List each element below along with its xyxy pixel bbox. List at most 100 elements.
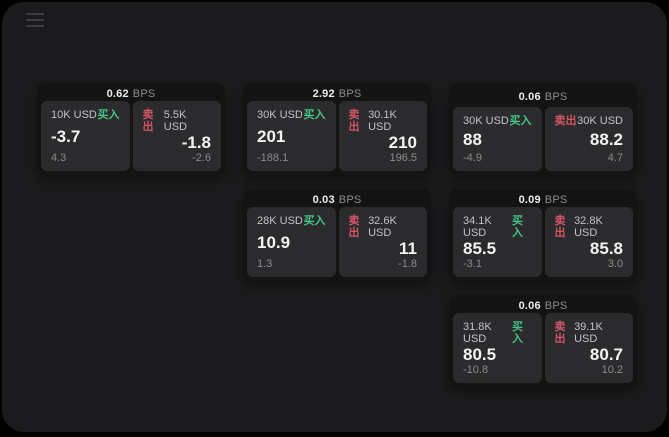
card-header: 2.92 BPS <box>247 87 427 101</box>
sell-quote-panel[interactable]: 卖出 32.6K USD 11 -1.8 <box>338 207 427 277</box>
bps-unit-label: BPS <box>544 194 568 206</box>
buy-change: 1.3 <box>257 258 273 270</box>
sell-label: 卖出 <box>348 215 360 239</box>
sell-price: 85.8 <box>589 239 623 258</box>
sell-quote-panel[interactable]: 卖出 39.1K USD 80.7 10.2 <box>544 313 633 383</box>
buy-change: 4.3 <box>51 152 67 164</box>
sell-panel-header: 卖出 30.1K USD <box>349 109 418 133</box>
sell-change: 4.7 <box>607 152 623 164</box>
buy-price: 201 <box>257 127 286 146</box>
sell-price: -1.8 <box>181 133 211 152</box>
sell-change: 10.2 <box>601 364 623 376</box>
sell-label: 卖出 <box>142 109 154 133</box>
buy-label: 买入 <box>97 109 120 121</box>
buy-quote-panel[interactable]: 28K USD 买入 10.9 1.3 <box>247 207 336 277</box>
sell-notional: 30K USD <box>577 115 623 127</box>
buy-notional: 31.8K USD <box>463 321 492 345</box>
sell-price: 210 <box>388 133 417 152</box>
buy-price: 88 <box>463 130 482 149</box>
quote-panels: 34.1K USD 买入 85.5 -3.1 卖出 32.8K USD 85.8… <box>453 207 633 277</box>
buy-notional: 30K USD <box>463 115 509 127</box>
bps-value: 0.03 <box>312 194 335 206</box>
sell-panel-header: 卖出 5.5K USD <box>143 109 212 133</box>
card-header: 0.06 BPS <box>453 299 633 313</box>
sell-notional: 32.6K USD <box>368 215 397 239</box>
bps-unit-label: BPS <box>132 88 156 100</box>
buy-panel-header: 10K USD 买入 <box>51 109 120 121</box>
sell-change: -1.8 <box>398 258 417 270</box>
bps-value: 0.62 <box>106 88 129 100</box>
buy-panel-header: 30K USD 买入 <box>463 115 532 127</box>
sell-price: 80.7 <box>589 345 623 364</box>
buy-label: 买入 <box>511 215 523 239</box>
buy-change: -10.8 <box>463 364 489 376</box>
buy-notional: 10K USD <box>51 109 97 121</box>
quote-card: 0.06 BPS 31.8K USD 买入 80.5 -10.8 卖出 39.1… <box>449 295 637 387</box>
buy-notional: 28K USD <box>257 215 303 227</box>
menu-line <box>26 25 44 27</box>
bps-value: 0.09 <box>518 194 541 206</box>
sell-change: -2.6 <box>192 152 211 164</box>
buy-label: 买入 <box>509 115 532 127</box>
bps-unit-label: BPS <box>338 88 362 100</box>
sell-label: 卖出 <box>554 115 577 127</box>
buy-price: -3.7 <box>51 127 81 146</box>
sell-change: 3.0 <box>607 258 623 270</box>
buy-notional: 34.1K USD <box>463 215 492 239</box>
buy-quote-panel[interactable]: 31.8K USD 买入 80.5 -10.8 <box>453 313 542 383</box>
sell-notional: 5.5K USD <box>163 109 187 133</box>
sell-quote-panel[interactable]: 卖出 30K USD 88.2 4.7 <box>544 107 633 171</box>
sell-panel-header: 卖出 32.8K USD <box>555 215 624 239</box>
quote-card: 0.03 BPS 28K USD 买入 10.9 1.3 卖出 32.6K US… <box>243 189 431 281</box>
buy-quote-panel[interactable]: 34.1K USD 买入 85.5 -3.1 <box>453 207 542 277</box>
quote-card: 0.06 BPS 30K USD 买入 88 -4.9 卖出 30K USD 8… <box>449 83 637 175</box>
menu-line <box>26 13 44 15</box>
sell-notional: 32.8K USD <box>574 215 603 239</box>
buy-price: 80.5 <box>463 345 497 364</box>
buy-change: -4.9 <box>463 152 482 164</box>
quote-card: 2.92 BPS 30K USD 买入 201 -188.1 卖出 30.1K … <box>243 83 431 175</box>
sell-label: 卖出 <box>348 109 360 133</box>
sell-label: 卖出 <box>554 321 566 345</box>
sell-quote-panel[interactable]: 卖出 5.5K USD -1.8 -2.6 <box>132 101 221 171</box>
bps-unit-label: BPS <box>544 91 568 103</box>
quote-card-grid: 0.62 BPS 10K USD 买入 -3.7 4.3 卖出 5.5K USD… <box>37 83 637 387</box>
buy-notional: 30K USD <box>257 109 303 121</box>
buy-quote-panel[interactable]: 30K USD 买入 88 -4.9 <box>453 107 542 171</box>
buy-quote-panel[interactable]: 30K USD 买入 201 -188.1 <box>247 101 336 171</box>
buy-panel-header: 28K USD 买入 <box>257 215 326 227</box>
buy-panel-header: 30K USD 买入 <box>257 109 326 121</box>
card-header: 0.06 BPS <box>453 87 633 107</box>
sell-quote-panel[interactable]: 卖出 30.1K USD 210 196.5 <box>338 101 427 171</box>
quote-panels: 30K USD 买入 201 -188.1 卖出 30.1K USD 210 1… <box>247 101 427 171</box>
buy-panel-header: 34.1K USD 买入 <box>463 215 532 239</box>
sell-panel-header: 卖出 39.1K USD <box>555 321 624 345</box>
sell-notional: 39.1K USD <box>574 321 603 345</box>
app-window: 0.62 BPS 10K USD 买入 -3.7 4.3 卖出 5.5K USD… <box>2 2 667 432</box>
bps-unit-label: BPS <box>338 194 362 206</box>
buy-label: 买入 <box>303 215 326 227</box>
sell-change: 196.5 <box>389 152 417 164</box>
sell-price: 11 <box>399 239 417 258</box>
card-header: 0.03 BPS <box>247 193 427 207</box>
quote-card: 0.62 BPS 10K USD 买入 -3.7 4.3 卖出 5.5K USD… <box>37 83 225 175</box>
buy-quote-panel[interactable]: 10K USD 买入 -3.7 4.3 <box>41 101 130 171</box>
sell-quote-panel[interactable]: 卖出 32.8K USD 85.8 3.0 <box>544 207 633 277</box>
sell-label: 卖出 <box>554 215 566 239</box>
quote-panels: 10K USD 买入 -3.7 4.3 卖出 5.5K USD -1.8 -2.… <box>41 101 221 171</box>
hamburger-menu-icon[interactable] <box>26 13 44 27</box>
buy-change: -188.1 <box>257 152 289 164</box>
quote-card: 0.09 BPS 34.1K USD 买入 85.5 -3.1 卖出 32.8K… <box>449 189 637 281</box>
sell-panel-header: 卖出 32.6K USD <box>349 215 418 239</box>
bps-unit-label: BPS <box>544 300 568 312</box>
quote-panels: 28K USD 买入 10.9 1.3 卖出 32.6K USD 11 -1.8 <box>247 207 427 277</box>
menu-line <box>26 19 44 21</box>
bps-value: 2.92 <box>312 88 335 100</box>
bps-value: 0.06 <box>518 91 541 103</box>
card-header: 0.09 BPS <box>453 193 633 207</box>
card-header: 0.62 BPS <box>41 87 221 101</box>
bps-value: 0.06 <box>518 300 541 312</box>
quote-panels: 30K USD 买入 88 -4.9 卖出 30K USD 88.2 4.7 <box>453 107 633 171</box>
buy-price: 85.5 <box>463 239 497 258</box>
